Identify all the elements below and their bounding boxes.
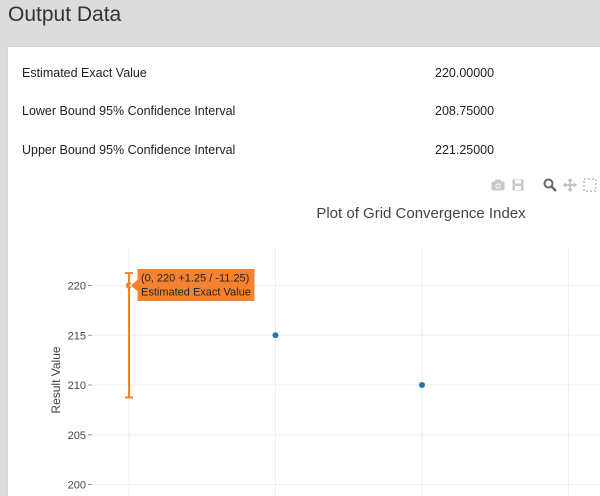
y-tick-label: 200 — [68, 480, 86, 492]
y-axis-title: Result Value — [49, 346, 63, 413]
camera-icon[interactable] — [490, 177, 506, 193]
tooltip-line-2: Estimated Exact Value — [141, 287, 251, 299]
row-label: Upper Bound 95% Confidence Interval — [22, 143, 236, 157]
row-label: Lower Bound 95% Confidence Interval — [22, 104, 236, 118]
row-value: 208.75000 — [435, 104, 495, 118]
y-tick-label: 215 — [68, 330, 86, 342]
plot-modebar — [490, 177, 598, 193]
page-title: Output Data — [8, 3, 122, 26]
y-tick-label: 220 — [68, 281, 86, 293]
data-point[interactable] — [272, 332, 279, 339]
tooltip-box — [129, 268, 256, 302]
row-label: Estimated Exact Value — [22, 66, 147, 80]
y-tick-label: 205 — [68, 430, 86, 442]
box-select-icon[interactable] — [582, 177, 598, 193]
data-point[interactable] — [125, 282, 133, 289]
output-panel: Estimated Exact Value 220.00000 Lower Bo… — [8, 47, 600, 496]
tooltip-line-1: (0, 220 +1.25 / -11.25) — [141, 273, 249, 285]
zoom-icon[interactable] — [542, 177, 558, 193]
pan-icon[interactable] — [562, 177, 578, 193]
data-point[interactable] — [419, 382, 425, 388]
row-value: 221.25000 — [435, 143, 495, 157]
chart-title: Plot of Grid Convergence Index — [316, 205, 526, 222]
chart-area: Plot of Grid Convergence Index 220 215 210… — [49, 205, 600, 496]
y-axis-ticks: 220 215 210 205 200 — [68, 281, 92, 492]
save-icon[interactable] — [510, 177, 526, 193]
row-value: 220.00000 — [435, 66, 495, 80]
hover-tooltip: (0, 220 +1.25 / -11.25) Estimated Exact … — [129, 268, 256, 302]
data-marks — [125, 272, 425, 399]
y-tick-label: 210 — [68, 380, 86, 392]
